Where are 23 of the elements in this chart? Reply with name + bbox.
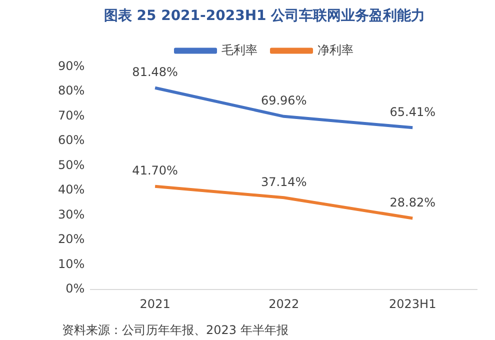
y-tick-label: 80% [58, 84, 85, 98]
chart-title: 图表 25 2021-2023H1 公司车联网业务盈利能力 [104, 7, 426, 24]
legend-label: 毛利率 [222, 42, 258, 57]
x-tick-label: 2023H1 [389, 296, 436, 311]
y-tick-label: 70% [58, 108, 85, 122]
data-label: 37.14% [260, 174, 307, 189]
y-tick-label: 90% [58, 58, 85, 73]
text: 资料来源：公司历年年报、2023 年半年报 [62, 323, 288, 337]
data-label: 69.96% [260, 94, 307, 108]
y-tick-label: 0% [66, 282, 85, 296]
data-label: 81.48% [132, 65, 178, 80]
y-tick-label: 50% [58, 158, 85, 172]
data-label: 41.70% [132, 163, 178, 178]
data-label: 28.82% [390, 195, 436, 210]
y-tick-label: 10% [58, 256, 85, 271]
y-tick-label: 40% [58, 182, 85, 197]
y-tick-label: 20% [58, 232, 85, 246]
data-label: 65.41% [390, 104, 436, 119]
y-tick-label: 60% [58, 133, 85, 148]
legend-label: 净利率 [318, 42, 354, 57]
x-tick-label: 2022 [268, 296, 300, 311]
x-tick-label: 2021 [140, 296, 170, 311]
y-tick-label: 30% [58, 207, 85, 222]
